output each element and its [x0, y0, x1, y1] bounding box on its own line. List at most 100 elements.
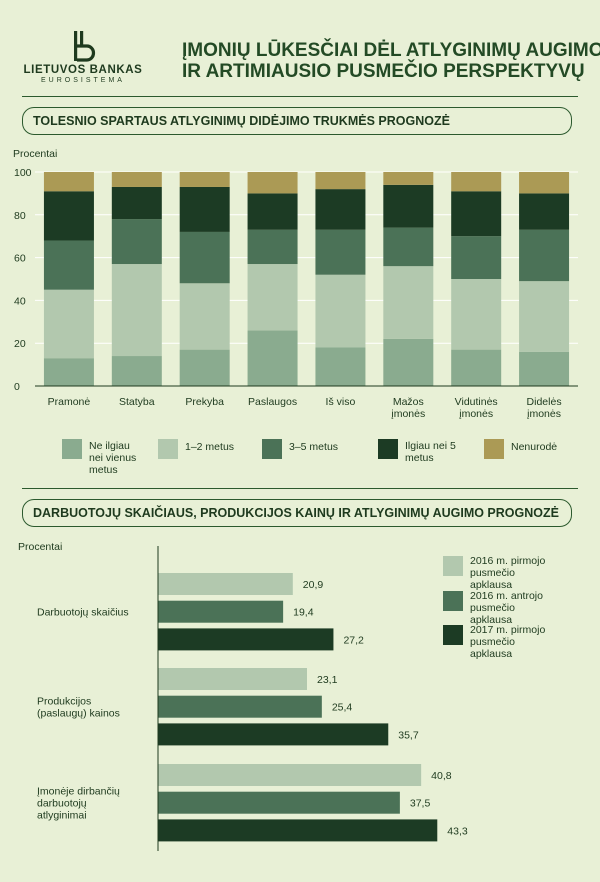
- header-divider: [22, 96, 578, 97]
- data-label: 40,8: [431, 770, 452, 782]
- y-axis-label: Procentai: [13, 148, 57, 160]
- bar: [158, 695, 322, 718]
- bar-segment: [179, 349, 230, 386]
- bar-segment: [247, 264, 298, 331]
- bar-segment: [315, 229, 366, 275]
- bar-segment: [111, 219, 162, 265]
- bar-segment: [451, 236, 502, 279]
- bar-segment: [451, 191, 502, 237]
- legend-swatch: [158, 439, 178, 459]
- legend-label: 2016 m. antrojo pusmečio apklausa: [470, 590, 543, 626]
- bar-segment: [43, 240, 94, 290]
- legend-swatch: [443, 591, 463, 611]
- x-tick-label: Statyba: [119, 396, 155, 408]
- legend-swatch: [443, 556, 463, 576]
- y-tick-label: 40: [14, 295, 26, 307]
- data-label: 43,3: [447, 825, 468, 837]
- bar-segment: [519, 172, 570, 194]
- bar: [158, 723, 389, 746]
- legend-label: 2017 m. pirmojo pusmečio apklausa: [470, 624, 545, 660]
- legend-swatch: [262, 439, 282, 459]
- y-tick-label: 0: [14, 381, 20, 393]
- bar-segment: [451, 349, 502, 386]
- bar: [158, 791, 400, 814]
- data-label: 20,9: [303, 579, 324, 591]
- bar: [158, 819, 438, 842]
- category-label: Įmonėje dirbančių darbuotojų atlyginimai: [37, 786, 120, 822]
- data-label: 27,2: [343, 634, 364, 646]
- bar-segment: [247, 172, 298, 194]
- bar: [158, 668, 307, 690]
- bar-segment: [111, 172, 162, 187]
- y-tick-label: 20: [14, 338, 26, 350]
- bar-segment: [519, 281, 570, 352]
- legend-label: Ilgiau nei 5 metus: [405, 440, 456, 464]
- bar-segment: [179, 283, 230, 350]
- page-title-line-2: IR ARTIMIAUSIO PUSMEČIO PERSPEKTYVŲ: [182, 61, 585, 82]
- x-tick-label: Didelės įmonės: [527, 396, 562, 420]
- x-tick-label: Paslaugos: [248, 396, 297, 408]
- bar-segment: [519, 351, 570, 386]
- bar-segment: [383, 338, 434, 386]
- bar-segment: [247, 193, 298, 230]
- y-tick-label: 100: [14, 167, 32, 179]
- x-tick-label: Pramonė: [48, 396, 91, 408]
- data-label: 23,1: [317, 674, 338, 686]
- legend-swatch: [443, 625, 463, 645]
- bar-segment: [179, 172, 230, 187]
- section-divider: [22, 488, 578, 489]
- legend-label: 3–5 metus: [289, 441, 338, 453]
- bar-segment: [451, 172, 502, 192]
- legend-swatch: [484, 439, 504, 459]
- bar-segment: [247, 330, 298, 386]
- bar-segment: [111, 356, 162, 386]
- bank-logo-icon: [74, 31, 96, 62]
- bar-segment: [43, 191, 94, 241]
- bar-segment: [179, 186, 230, 232]
- data-label: 37,5: [410, 798, 431, 810]
- section-2-title: DARBUOTOJŲ SKAIČIAUS, PRODUKCIJOS KAINŲ …: [22, 499, 572, 527]
- y-tick-label: 60: [14, 253, 26, 265]
- bank-logo: LIETUVOS BANKAS EUROSISTEMA: [22, 30, 144, 84]
- horizontal-bar-chart: Procentai Darbuotojų skaičius 20,9 19,4 27,2…: [18, 541, 545, 851]
- bar-segment: [111, 186, 162, 220]
- bar: [158, 573, 293, 595]
- legend-label: Nenurodė: [511, 441, 557, 453]
- x-tick-label: Iš viso: [326, 396, 356, 408]
- bar-segment: [383, 227, 434, 267]
- bar: [158, 628, 334, 651]
- legend-label: 1–2 metus: [185, 441, 234, 453]
- bar-segment: [519, 193, 570, 230]
- bar: [158, 764, 422, 786]
- bar-segment: [43, 172, 94, 192]
- legend-swatch: [378, 439, 398, 459]
- page-title-line-1: ĮMONIŲ LŪKESČIAI DĖL ATLYGINIMŲ AUGIMO: [182, 40, 600, 61]
- x-tick-label: Vidutinės įmonės: [455, 396, 498, 420]
- legend-swatch: [62, 439, 82, 459]
- bar: [158, 600, 284, 623]
- legend-label: 2016 m. pirmojo pusmečio apklausa: [470, 555, 545, 591]
- y-axis-label: Procentai: [18, 541, 62, 553]
- legend-label: Ne ilgiau nei vienus metus: [89, 440, 136, 476]
- bar-segment: [451, 279, 502, 350]
- bar-segment: [315, 274, 366, 348]
- x-tick-label: Mažos įmonės: [391, 396, 425, 420]
- bar-segment: [111, 264, 162, 357]
- bar-segment: [383, 184, 434, 228]
- bar-segment: [179, 231, 230, 284]
- bar-segment: [519, 229, 570, 282]
- logo-name: LIETUVOS BANKAS: [23, 64, 143, 76]
- bar-segment: [383, 172, 434, 185]
- stacked-bar-chart: Procentai 0 20 40 60 80 100 Pramonė Statyba Preky…: [13, 148, 578, 476]
- bar-segment: [315, 172, 366, 190]
- logo-subtitle: EUROSISTEMA: [41, 77, 125, 84]
- bar-segment: [315, 347, 366, 386]
- page-title: ĮMONIŲ LŪKESČIAI DĖL ATLYGINIMŲ AUGIMO I…: [182, 40, 600, 82]
- bar-segment: [43, 358, 94, 386]
- bar-segment: [43, 289, 94, 359]
- y-tick-label: 80: [14, 210, 26, 222]
- category-label: Darbuotojų skaičius: [37, 607, 129, 619]
- data-label: 25,4: [332, 702, 353, 714]
- bar-segment: [383, 266, 434, 339]
- x-tick-label: Prekyba: [185, 396, 224, 408]
